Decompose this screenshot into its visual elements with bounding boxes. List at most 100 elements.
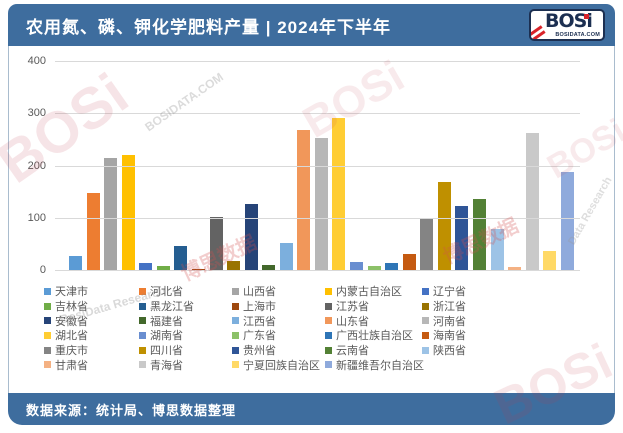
bar-黑龙江省 xyxy=(174,246,188,270)
bar-天津市 xyxy=(69,256,82,270)
legend-label: 江苏省 xyxy=(336,301,369,314)
bar-甘肃省 xyxy=(508,267,522,270)
legend-swatch-icon xyxy=(44,302,51,310)
bar-贵州省 xyxy=(455,206,469,270)
legend-label: 吉林省 xyxy=(55,301,88,314)
legend-label: 山东省 xyxy=(336,315,369,328)
bar-湖北省 xyxy=(332,118,346,270)
legend-swatch-icon xyxy=(422,287,429,295)
bar-浙江省 xyxy=(227,261,241,270)
legend-item-湖南省: 湖南省 xyxy=(139,328,232,343)
bar-广东省 xyxy=(367,266,381,270)
y-axis-tick-label: 0 xyxy=(39,264,46,276)
logo-subtext: BOSIDATA.COM xyxy=(555,32,600,38)
bar-陕西省 xyxy=(490,229,504,270)
legend-item-辽宁省: 辽宁省 xyxy=(422,284,517,299)
legend-item-天津市: 天津市 xyxy=(44,284,139,299)
gridline xyxy=(55,270,580,271)
legend-label: 海南省 xyxy=(433,330,466,343)
legend-swatch-icon xyxy=(325,331,332,339)
legend-swatch-icon xyxy=(139,317,146,325)
legend-swatch-icon xyxy=(44,346,51,354)
bar-福建省 xyxy=(262,265,276,270)
legend-swatch-icon xyxy=(422,317,429,325)
legend-label: 宁夏回族自治区 xyxy=(243,359,320,372)
legend-item-安徽省: 安徽省 xyxy=(44,313,139,328)
legend-swatch-icon xyxy=(325,302,332,310)
bar-重庆市 xyxy=(420,219,434,270)
legend-swatch-icon xyxy=(232,317,239,325)
bar-四川省 xyxy=(437,182,451,270)
legend-item-青海省: 青海省 xyxy=(139,357,232,372)
legend-swatch-icon xyxy=(325,287,332,295)
legend-label: 广西壮族自治区 xyxy=(336,330,413,343)
bar-江苏省 xyxy=(209,217,223,270)
legend-item-贵州省: 贵州省 xyxy=(232,343,325,358)
legend-label: 河南省 xyxy=(433,315,466,328)
legend-swatch-icon xyxy=(139,287,146,295)
logo-dot-icon xyxy=(584,14,589,19)
bar-吉林省 xyxy=(156,266,170,270)
legend-swatch-icon xyxy=(232,346,239,354)
footer: 数据来源：统计局、博思数据整理 xyxy=(8,393,615,425)
legend-item-湖北省: 湖北省 xyxy=(44,328,139,343)
legend-label: 青海省 xyxy=(150,359,183,372)
legend-label: 天津市 xyxy=(55,286,88,299)
y-axis-tick-label: 300 xyxy=(27,107,46,120)
gridline xyxy=(55,165,580,167)
legend-label: 黑龙江省 xyxy=(150,301,194,314)
gridline xyxy=(55,61,580,62)
legend-label: 贵州省 xyxy=(243,345,276,358)
legend-item-云南省: 云南省 xyxy=(325,343,422,358)
logo-text: BOSi xyxy=(545,10,593,32)
legend-swatch-icon xyxy=(325,346,332,354)
legend-label: 浙江省 xyxy=(433,301,466,314)
y-axis-tick-label: 200 xyxy=(27,159,46,172)
legend-label: 云南省 xyxy=(336,345,369,358)
legend-swatch-icon xyxy=(422,331,429,339)
legend-swatch-icon xyxy=(139,346,146,354)
legend-label: 内蒙古自治区 xyxy=(336,286,402,299)
legend-item-四川省: 四川省 xyxy=(139,343,232,358)
legend-label: 广东省 xyxy=(243,330,276,343)
legend-item-江西省: 江西省 xyxy=(232,313,325,328)
legend-swatch-icon xyxy=(44,331,51,339)
chart-legend: 天津市 河北省 山西省 内蒙古自治区 辽宁省 吉林省 黑龙江省 上海市 江苏省 浙江省 安徽省 福建省… xyxy=(44,284,517,372)
page-title: 农用氮、磷、钾化学肥料产量 | 2024年下半年 xyxy=(26,17,392,37)
legend-label: 辽宁省 xyxy=(433,286,466,299)
legend-item-河北省: 河北省 xyxy=(139,284,232,299)
legend-swatch-icon xyxy=(232,287,239,295)
legend-label: 安徽省 xyxy=(55,315,88,328)
legend-swatch-icon xyxy=(325,361,332,369)
data-source: 数据来源：统计局、博思数据整理 xyxy=(26,402,237,418)
legend-label: 上海市 xyxy=(243,301,276,314)
bar-山西省 xyxy=(104,158,118,270)
bar-青海省 xyxy=(525,133,539,270)
legend-item-宁夏回族自治区: 宁夏回族自治区 xyxy=(232,357,325,372)
bar-广西壮族自治区 xyxy=(385,263,399,270)
legend-label: 陕西省 xyxy=(433,345,466,358)
legend-item-吉林省: 吉林省 xyxy=(44,299,139,314)
legend-swatch-icon xyxy=(232,331,239,339)
gridline xyxy=(55,113,580,115)
bar-河南省 xyxy=(314,138,328,270)
legend-label: 江西省 xyxy=(243,315,276,328)
legend-swatch-icon xyxy=(422,302,429,310)
legend-item-江苏省: 江苏省 xyxy=(325,299,422,314)
bar-安徽省 xyxy=(244,204,258,270)
legend-swatch-icon xyxy=(139,331,146,339)
gridline xyxy=(55,217,580,219)
bar-内蒙古自治区 xyxy=(121,155,135,270)
legend-item-新疆维吾尔自治区: 新疆维吾尔自治区 xyxy=(325,357,424,372)
legend-swatch-icon xyxy=(44,361,51,369)
legend-item-河南省: 河南省 xyxy=(422,313,517,328)
bar-海南省 xyxy=(402,254,416,270)
legend-swatch-icon xyxy=(44,287,51,295)
legend-item-海南省: 海南省 xyxy=(422,328,517,343)
legend-item-内蒙古自治区: 内蒙古自治区 xyxy=(325,284,422,299)
legend-item-福建省: 福建省 xyxy=(139,313,232,328)
legend-swatch-icon xyxy=(422,346,429,354)
legend-item-广东省: 广东省 xyxy=(232,328,325,343)
legend-label: 重庆市 xyxy=(55,345,88,358)
